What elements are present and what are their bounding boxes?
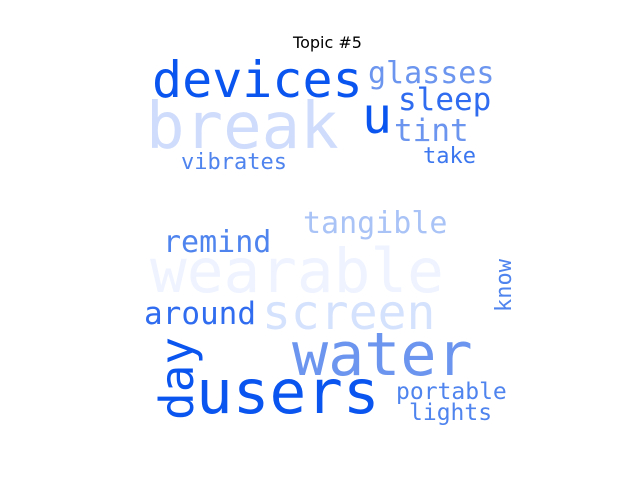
word-day: day	[150, 337, 204, 420]
word-users: users	[196, 357, 380, 428]
word-tangible: tangible	[303, 206, 448, 241]
word-water: water	[292, 320, 473, 390]
word-know: know	[492, 258, 517, 312]
word-break: break	[146, 90, 339, 164]
word-take: take	[423, 144, 476, 169]
word-sleep: sleep	[398, 82, 491, 118]
word-screen: screen	[262, 285, 435, 341]
word-glasses: glasses	[368, 56, 494, 91]
word-u: u	[362, 87, 392, 145]
word-vibrates: vibrates	[181, 150, 287, 175]
word-devices: devices	[152, 51, 363, 109]
word-around: around	[144, 296, 256, 332]
word-remind: remind	[163, 225, 271, 260]
word-portable: portable	[396, 379, 507, 405]
word-wearable: wearable	[150, 236, 444, 307]
word-tint: tint	[394, 113, 469, 149]
figure-title: Topic #5	[293, 33, 362, 52]
word-lights: lights	[409, 400, 492, 426]
